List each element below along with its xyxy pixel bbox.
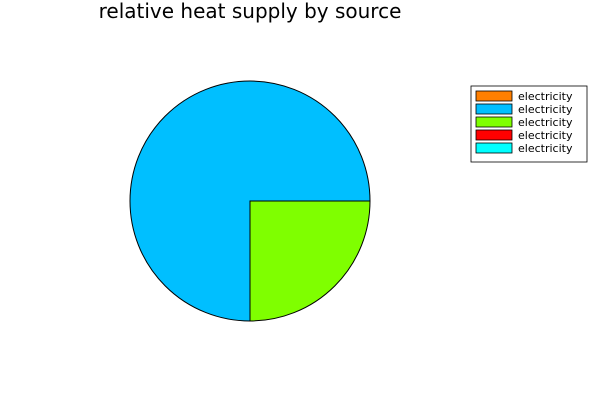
pie-slices xyxy=(129,80,371,322)
legend-swatch-1 xyxy=(475,103,513,115)
legend-label-2: electricity xyxy=(518,116,573,129)
legend-items: electricityelectricityelectricityelectri… xyxy=(475,90,573,155)
legend-label-1: electricity xyxy=(518,103,573,116)
legend: electricityelectricityelectricityelectri… xyxy=(470,85,588,163)
legend-label-3: electricity xyxy=(518,129,573,142)
legend-label-0: electricity xyxy=(518,90,573,103)
pie-slice-2 xyxy=(249,200,371,322)
legend-label-4: electricity xyxy=(518,142,573,155)
legend-swatch-0 xyxy=(475,90,513,102)
legend-swatch-2 xyxy=(475,116,513,128)
pie-slice-1 xyxy=(129,80,371,322)
chart-title: relative heat supply by source xyxy=(99,0,402,23)
legend-swatch-3 xyxy=(475,129,513,141)
legend-swatch-4 xyxy=(475,142,513,154)
